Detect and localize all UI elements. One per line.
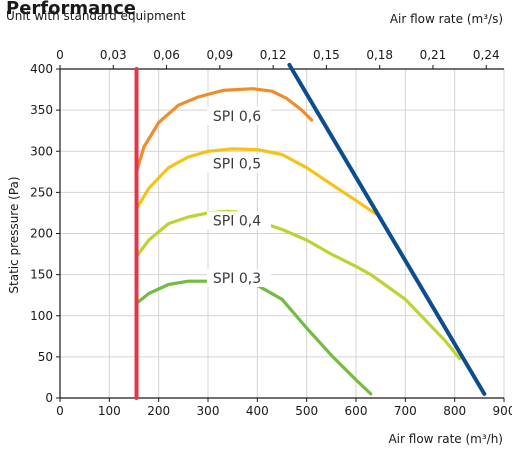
chart-subtitle: Unit with standard equipment xyxy=(6,9,186,23)
series-label: SPI 0,3 xyxy=(213,271,261,287)
secondary-x-tick-label: 0,09 xyxy=(206,48,233,62)
x-tick-label: 800 xyxy=(443,404,466,418)
series-label-bg xyxy=(206,268,271,287)
x-tick-label: 100 xyxy=(98,404,121,418)
series-labels: SPI 0,6 SPI 0,5 SPI 0,4 SPI 0,3 xyxy=(206,106,271,287)
y-tick-label: 400 xyxy=(30,62,53,76)
x-tick-label: 500 xyxy=(295,404,318,418)
y-axis-label: Static pressure (Pa) xyxy=(7,176,21,293)
y-tick-label: 250 xyxy=(30,185,53,199)
y-tick-label: 350 xyxy=(30,103,53,117)
y-tick-label: 150 xyxy=(30,268,53,282)
y-tick-label: 300 xyxy=(30,144,53,158)
series-line-spi-0-5 xyxy=(134,147,378,216)
series-line-spi-0-6 xyxy=(134,87,314,174)
secondary-x-tick-label: 0,03 xyxy=(100,48,127,62)
secondary-x-tick-label: 0,12 xyxy=(260,48,287,62)
axes: 0 100 200 300 400 500 600 700 800 900 0 50 100 150 200… xyxy=(30,48,512,418)
series-label: SPI 0,6 xyxy=(213,109,261,125)
x-tick-label: 200 xyxy=(147,404,170,418)
series-label: SPI 0,4 xyxy=(213,213,261,229)
series-label-bg xyxy=(206,211,271,230)
series-label-bg xyxy=(206,154,271,173)
series-line-spi-0-3 xyxy=(134,279,373,396)
secondary-x-tick-label: 0 xyxy=(56,48,64,62)
secondary-x-tick-label: 0,15 xyxy=(313,48,340,62)
x-tick-label: 600 xyxy=(345,404,368,418)
x-tick-label: 400 xyxy=(246,404,269,418)
secondary-x-tick-label: 0,21 xyxy=(420,48,447,62)
x-tick-label: 700 xyxy=(394,404,417,418)
y-tick-label: 50 xyxy=(38,350,53,364)
x-tick-label: 300 xyxy=(197,404,220,418)
secondary-x-tick-label: 0,06 xyxy=(153,48,180,62)
y-tick-label: 100 xyxy=(30,309,53,323)
x-tick-label: 0 xyxy=(56,404,64,418)
x-axis-label: Air flow rate (m³/h) xyxy=(388,432,503,446)
secondary-x-tick-label: 0,18 xyxy=(366,48,393,62)
grid xyxy=(59,68,505,399)
series-label: SPI 0,5 xyxy=(213,157,261,173)
series-label-bg xyxy=(206,106,271,125)
x-tick-label: 900 xyxy=(493,404,512,418)
y-tick-label: 0 xyxy=(45,391,53,405)
series-layer xyxy=(134,62,487,400)
chart-title: Performance xyxy=(6,0,136,19)
y-tick-label: 200 xyxy=(30,227,53,241)
maximum-flow-limit-line xyxy=(287,62,487,396)
secondary-x-axis-label: Air flow rate (m³/s) xyxy=(390,12,503,26)
secondary-x-tick-label: 0,24 xyxy=(473,48,500,62)
